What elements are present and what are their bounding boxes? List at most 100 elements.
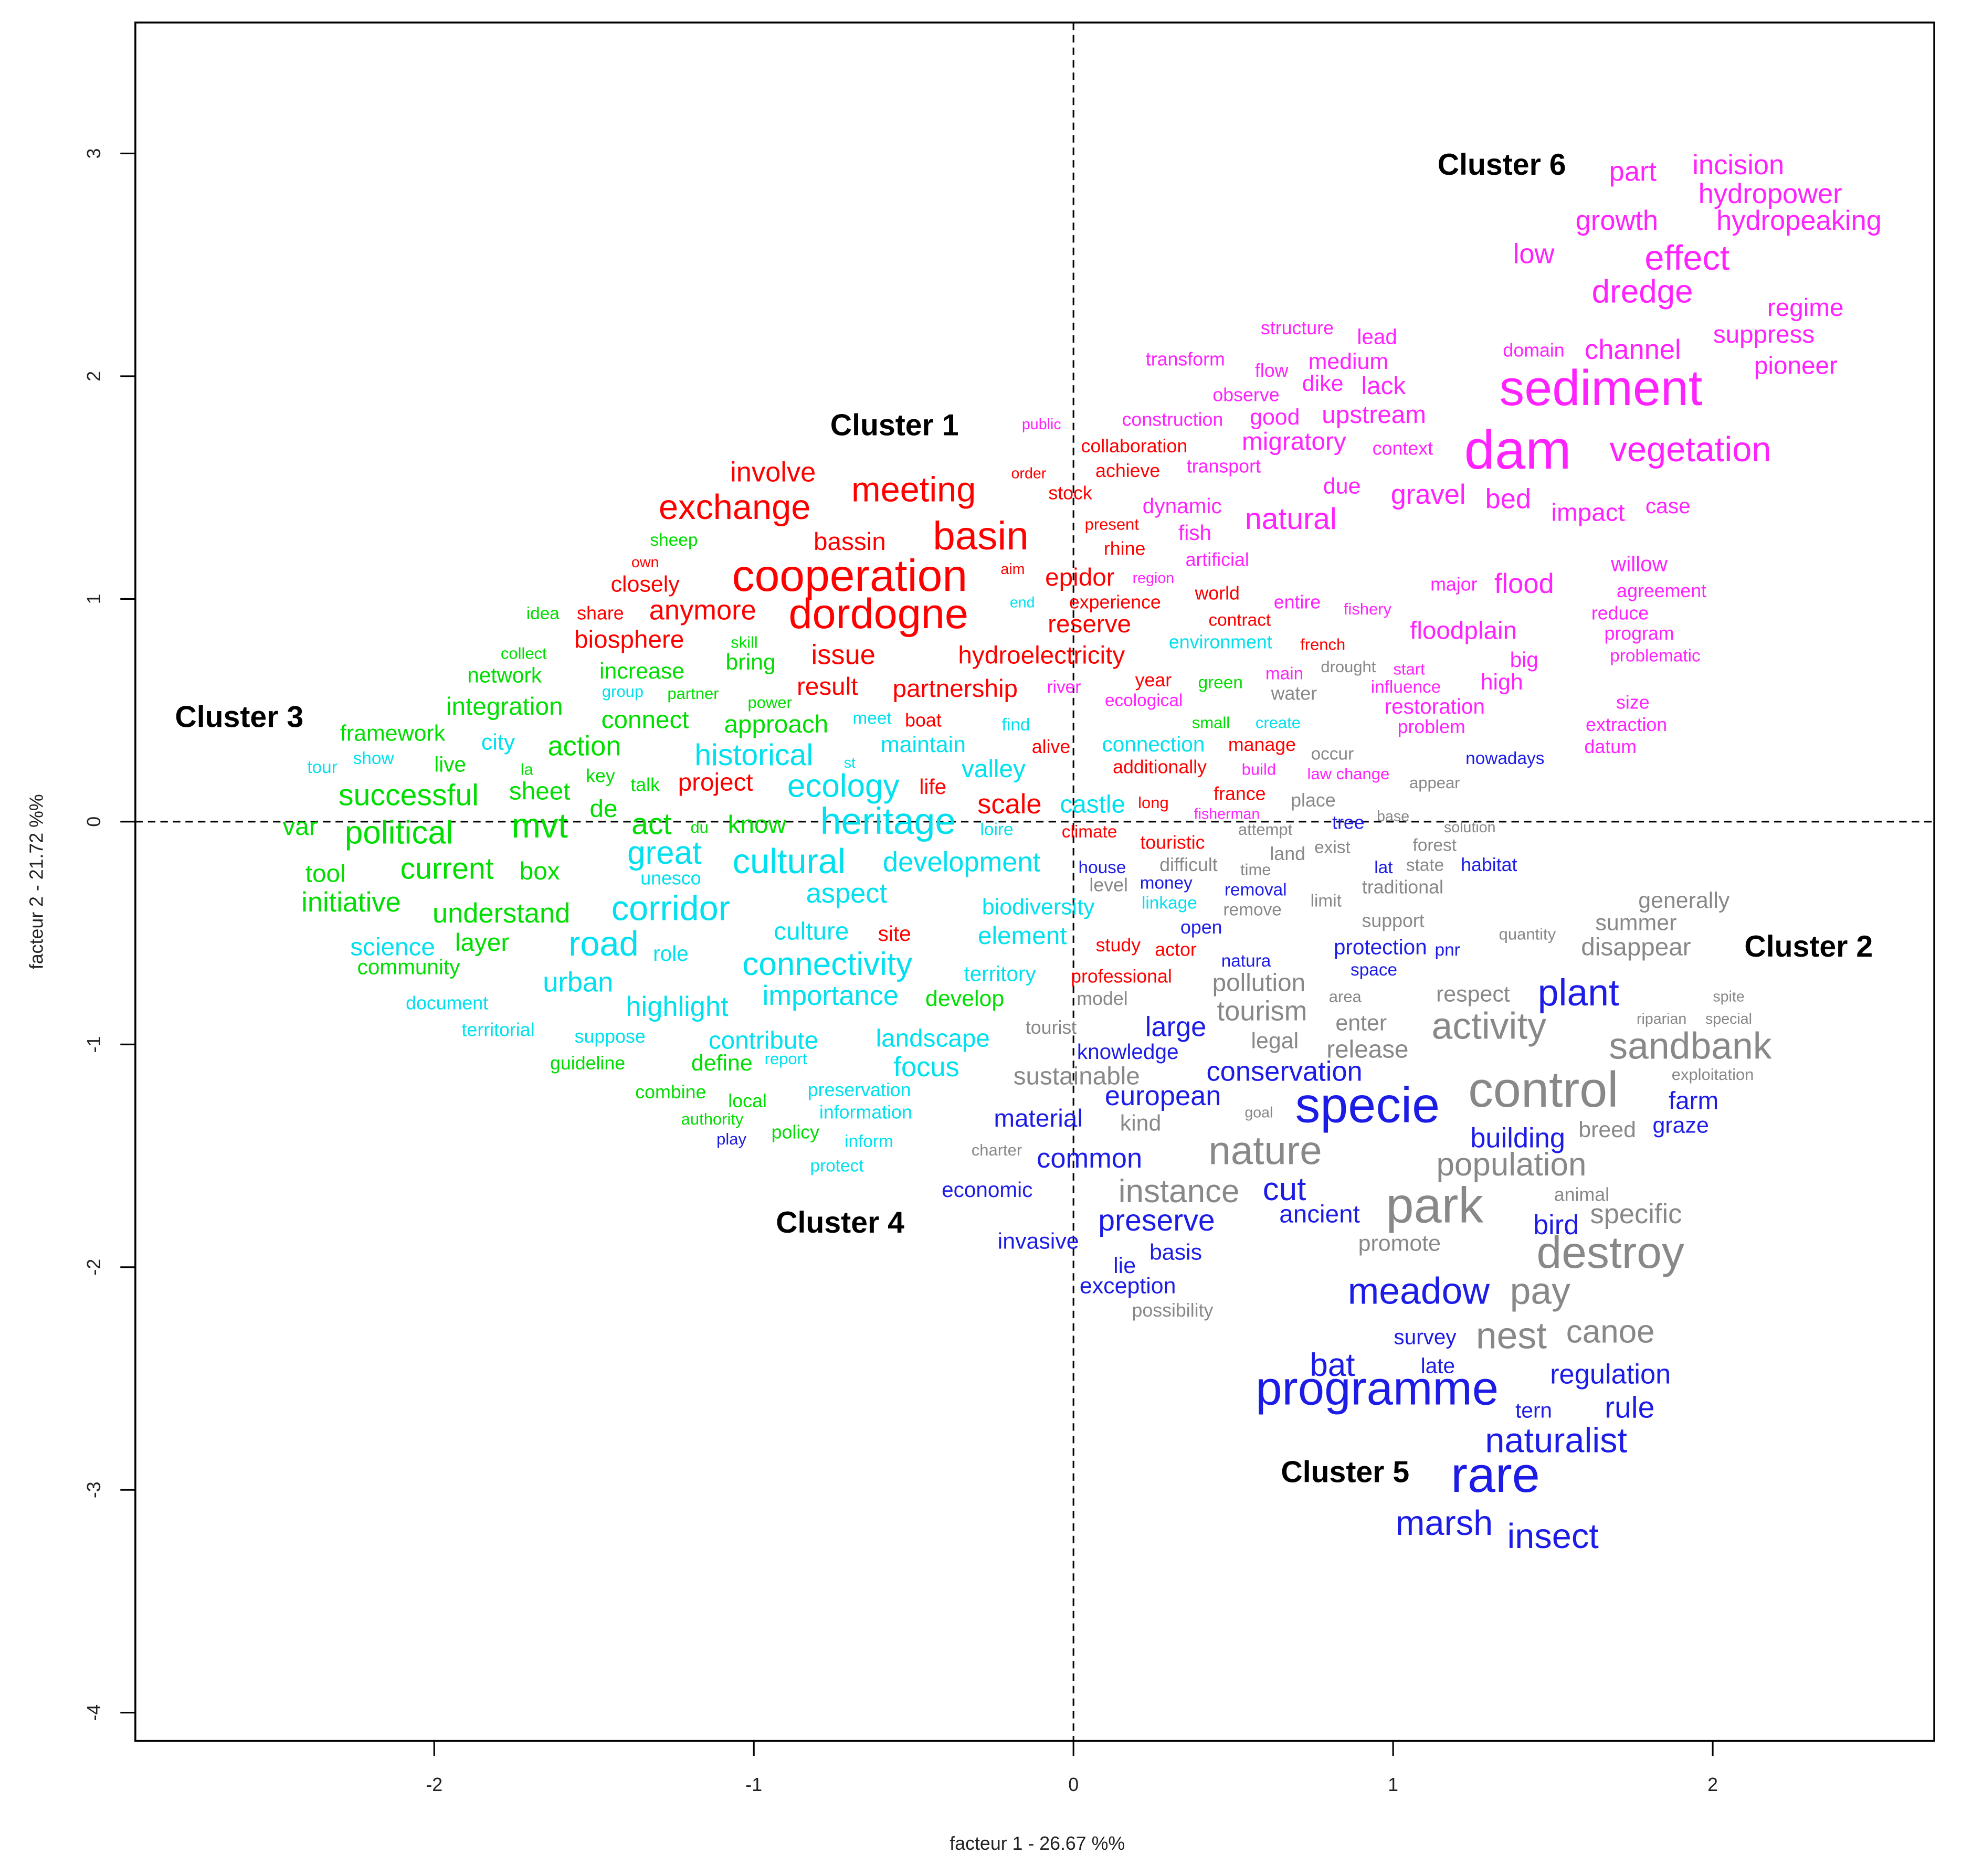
word: goal <box>1244 1104 1273 1121</box>
word: plant <box>1538 972 1619 1014</box>
word: enter <box>1335 1010 1387 1035</box>
word: lat <box>1374 858 1393 877</box>
word: maintain <box>881 732 966 757</box>
word: hydropower <box>1699 179 1842 209</box>
word: present <box>1085 515 1140 534</box>
word: role <box>653 941 689 966</box>
word: flood <box>1494 569 1554 599</box>
word: transform <box>1146 349 1225 370</box>
word: appear <box>1409 773 1460 792</box>
word: context <box>1373 438 1433 459</box>
word: canoe <box>1566 1313 1655 1350</box>
word: survey <box>1394 1324 1457 1349</box>
y-tick-label: -3 <box>83 1481 104 1498</box>
word: place <box>1291 790 1335 811</box>
word: professional <box>1071 966 1172 987</box>
word: attempt <box>1238 820 1293 839</box>
word: fisherman <box>1194 806 1260 823</box>
cluster-label: Cluster 6 <box>1438 148 1566 182</box>
word: domain <box>1503 340 1564 361</box>
word: hydroelectricity <box>958 641 1125 669</box>
word: life <box>919 775 946 799</box>
word: var <box>282 813 317 841</box>
word: authority <box>681 1110 744 1128</box>
word: build <box>1242 760 1276 778</box>
word: action <box>548 732 621 762</box>
word: nest <box>1476 1315 1547 1356</box>
word: framework <box>340 721 446 746</box>
word: law change <box>1307 765 1390 783</box>
word: document <box>406 992 488 1013</box>
word: observe <box>1212 385 1279 406</box>
word: key <box>586 765 615 786</box>
cluster-label: Cluster 5 <box>1281 1456 1409 1489</box>
word: program <box>1604 623 1674 644</box>
word: biodiversity <box>982 895 1095 920</box>
word: current <box>400 852 494 885</box>
word: start <box>1393 660 1425 678</box>
word: preservation <box>808 1079 911 1100</box>
word: release <box>1326 1036 1408 1064</box>
word: power <box>747 693 792 712</box>
cluster-label: Cluster 2 <box>1744 930 1873 963</box>
word: lead <box>1357 324 1397 348</box>
word: lack <box>1361 372 1406 400</box>
word: case <box>1645 494 1691 518</box>
word: science <box>350 933 435 961</box>
word: great <box>627 835 701 871</box>
word: building <box>1470 1124 1565 1154</box>
word: nowadays <box>1465 749 1544 768</box>
word: datum <box>1585 736 1637 757</box>
word: castle <box>1060 791 1125 819</box>
word: anymore <box>649 596 756 626</box>
word: floodplain <box>1410 617 1517 645</box>
word: high <box>1481 670 1523 695</box>
word: live <box>434 752 466 776</box>
word: structure <box>1261 317 1334 338</box>
word: summer <box>1595 910 1676 935</box>
word: rule <box>1605 1391 1654 1425</box>
word: la <box>521 760 534 778</box>
word: integration <box>446 693 563 720</box>
word: natural <box>1245 502 1337 536</box>
word: limit <box>1311 891 1342 910</box>
word: bring <box>725 650 775 675</box>
word: local <box>728 1090 767 1111</box>
word: cut <box>1263 1171 1306 1207</box>
word: specific <box>1590 1199 1682 1230</box>
word: large <box>1145 1012 1207 1042</box>
word: unesco <box>640 868 701 889</box>
word: water <box>1271 683 1317 704</box>
word: community <box>357 955 461 979</box>
word: layer <box>455 929 509 957</box>
word: transport <box>1187 455 1261 476</box>
word: inform <box>845 1132 893 1151</box>
word: promote <box>1358 1231 1441 1256</box>
word: rhine <box>1104 538 1146 559</box>
y-tick-label: -4 <box>83 1704 104 1721</box>
word: region <box>1133 570 1175 587</box>
word: time <box>1240 860 1271 878</box>
word: define <box>691 1051 753 1076</box>
word: support <box>1362 910 1425 931</box>
word: growth <box>1576 206 1658 236</box>
word: regime <box>1767 294 1844 322</box>
word: remove <box>1223 900 1282 919</box>
y-tick-label: 1 <box>83 593 104 604</box>
word: reserve <box>1048 610 1131 638</box>
word: share <box>577 603 624 624</box>
word: bassin <box>814 528 886 556</box>
word: city <box>481 730 515 755</box>
word: aspect <box>806 878 888 909</box>
word: know <box>728 811 787 839</box>
word: nature <box>1208 1128 1322 1173</box>
word: show <box>353 749 395 768</box>
word: experience <box>1069 591 1161 612</box>
word: political <box>345 815 453 851</box>
word: historical <box>694 738 813 772</box>
word: construction <box>1122 409 1223 430</box>
word: contribute <box>709 1027 818 1055</box>
word: animal <box>1554 1184 1609 1205</box>
word: drought <box>1321 658 1376 676</box>
